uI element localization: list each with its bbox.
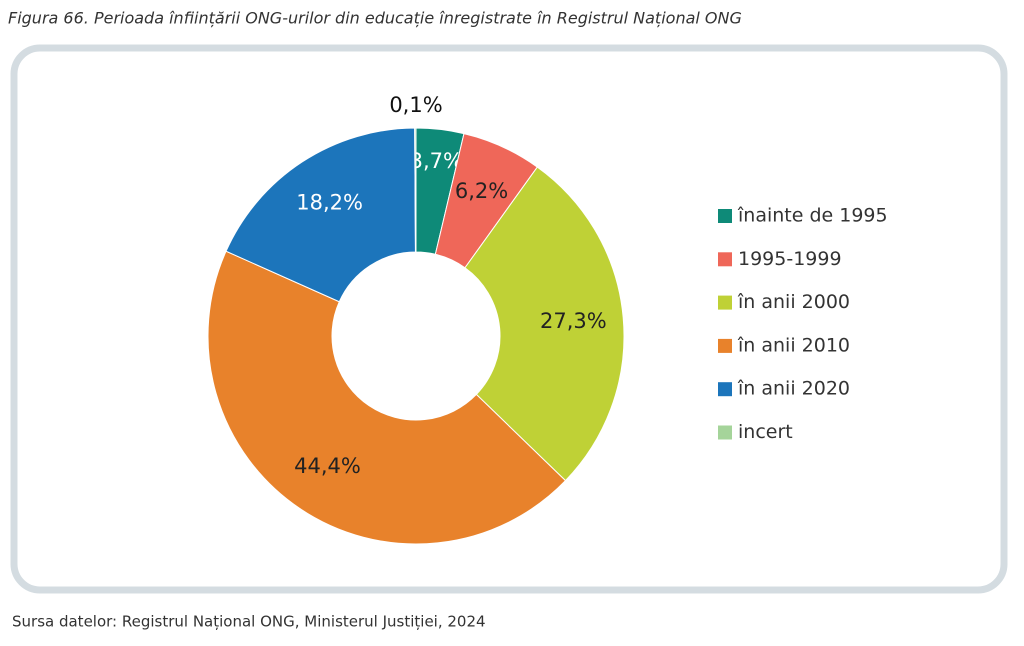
legend-swatch xyxy=(718,295,732,310)
legend-label: în anii 2020 xyxy=(737,378,850,400)
legend-swatch xyxy=(718,252,732,267)
legend-swatch xyxy=(718,209,732,223)
slice xyxy=(414,127,417,253)
value-label: 18,2% xyxy=(296,191,363,215)
value-label: 0,1% xyxy=(389,93,442,117)
legend-label: înainte de 1995 xyxy=(737,205,888,227)
legend-label: 1995-1999 xyxy=(738,248,842,270)
chart-title: Figura 66. Perioada înființării ONG-uril… xyxy=(8,9,742,28)
value-label: 44,4% xyxy=(294,454,361,478)
slice xyxy=(464,166,625,482)
legend-label: în anii 2010 xyxy=(737,334,850,356)
legend-label: incert xyxy=(738,421,793,443)
value-label: 6,2% xyxy=(455,179,508,203)
slice xyxy=(207,250,567,545)
source: Sursa datelor: Registrul Național ONG, M… xyxy=(12,613,486,631)
legend-swatch xyxy=(718,425,732,440)
slice xyxy=(225,127,416,303)
legend-swatch xyxy=(718,338,732,353)
legend-label: în anii 2000 xyxy=(737,291,850,313)
value-label: 3,7% xyxy=(410,149,463,173)
value-label: 27,3% xyxy=(540,309,607,333)
legend-swatch xyxy=(718,382,732,397)
